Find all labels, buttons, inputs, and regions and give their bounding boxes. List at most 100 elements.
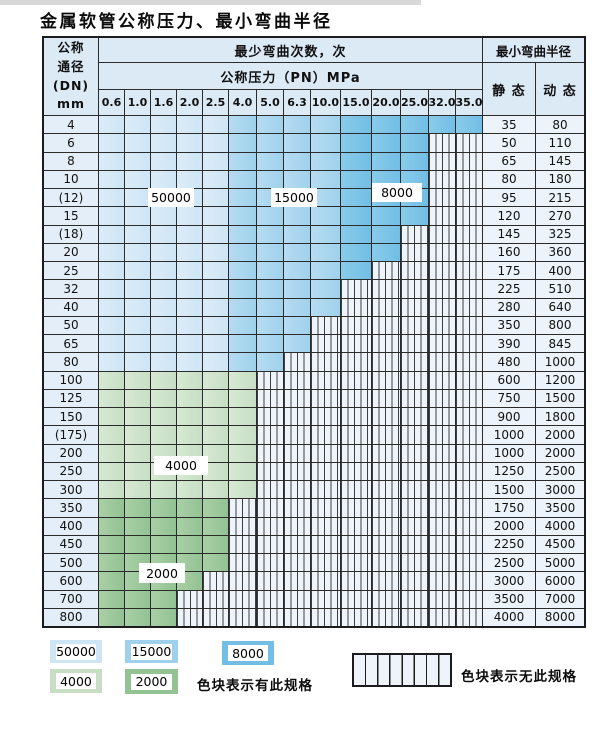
spec-available-cell [125,116,150,134]
spec-unavailable-cell [203,608,228,626]
dn-value: 50 [44,316,98,334]
spec-available-cell [229,371,256,389]
spec-available-cell [151,152,176,170]
spec-unavailable-cell [372,444,400,462]
legend-swatch-4000: 4000 [50,669,102,693]
spec-unavailable-cell [429,517,455,535]
spec-available-cell [401,134,428,152]
spec-available-cell [99,243,124,261]
spec-unavailable-cell [401,608,428,626]
spec-available-cell [99,572,124,590]
spec-available-cell [99,517,124,535]
spec-available-cell [177,499,202,517]
static-radius-value: 750 [483,389,535,407]
spec-unavailable-cell [372,535,400,553]
spec-unavailable-cell [401,517,428,535]
spec-unavailable-cell [284,554,310,572]
spec-unavailable-cell [311,517,340,535]
spec-unavailable-cell [429,207,455,225]
spec-available-cell [203,170,228,188]
spec-unavailable-cell [341,389,371,407]
spec-unavailable-cell [401,462,428,480]
spec-unavailable-cell [311,572,340,590]
dynamic-radius-value: 110 [536,134,584,152]
spec-available-cell [99,225,124,243]
dynamic-radius-value: 640 [536,298,584,316]
spec-available-cell [257,116,283,134]
spec-available-cell [125,535,150,553]
dn-value: 6 [44,134,98,152]
pressure-tick-25.0: 25.0 [401,90,428,115]
spec-available-cell [203,207,228,225]
spec-unavailable-cell [401,426,428,444]
spec-unavailable-cell [429,353,455,371]
spec-available-cell [257,298,283,316]
static-radius-value: 95 [483,189,535,207]
spec-unavailable-cell [341,590,371,608]
spec-unavailable-cell [311,590,340,608]
spec-unavailable-cell [284,426,310,444]
dn-value: 500 [44,554,98,572]
spec-unavailable-cell [257,426,283,444]
spec-unavailable-cell [372,426,400,444]
spec-available-cell [203,243,228,261]
spec-available-cell [203,481,228,499]
spec-unavailable-cell [401,316,428,334]
dynamic-radius-value: 145 [536,152,584,170]
spec-available-cell [341,152,371,170]
spec-unavailable-cell [456,316,482,334]
spec-available-cell [125,207,150,225]
spec-unavailable-cell [456,335,482,353]
spec-unavailable-cell [341,499,371,517]
spec-unavailable-cell [456,481,482,499]
spec-available-cell [229,389,256,407]
spec-unavailable-cell [456,170,482,188]
static-radius-value: 3500 [483,590,535,608]
dynamic-radius-value: 1200 [536,371,584,389]
spec-available-cell [125,262,150,280]
spec-available-cell [203,499,228,517]
spec-available-cell [99,353,124,371]
legend-swatch-8000: 8000 [222,641,274,665]
spec-unavailable-cell [372,481,400,499]
spec-available-cell [203,335,228,353]
spec-unavailable-cell [372,608,400,626]
spec-available-cell [99,280,124,298]
spec-unavailable-cell [229,517,256,535]
spec-available-cell [99,207,124,225]
spec-unavailable-cell [456,243,482,261]
pressure-tick-1.6: 1.6 [151,90,176,115]
spec-available-cell [203,116,228,134]
spec-unavailable-cell [401,335,428,353]
spec-unavailable-cell [341,608,371,626]
dn-value: 80 [44,353,98,371]
spec-available-cell [203,517,228,535]
spec-unavailable-cell [456,517,482,535]
spec-available-cell [257,280,283,298]
spec-unavailable-cell [456,152,482,170]
spec-unavailable-cell [284,408,310,426]
spec-unavailable-cell [372,554,400,572]
spec-available-cell [311,280,340,298]
spec-unavailable-cell [456,408,482,426]
spec-available-cell [311,170,340,188]
spec-available-cell [125,298,150,316]
spec-unavailable-cell [456,134,482,152]
spec-unavailable-cell [456,280,482,298]
spec-available-cell [229,280,256,298]
spec-unavailable-cell [341,371,371,389]
spec-available-cell [203,389,228,407]
spec-available-cell [257,316,283,334]
spec-unavailable-cell [284,389,310,407]
spec-available-cell [257,207,283,225]
spec-available-cell [125,189,150,207]
static-radius-value: 160 [483,243,535,261]
dynamic-radius-value: 8000 [536,608,584,626]
bend-cycles-header: 最少弯曲次数，次 [99,38,482,62]
spec-available-cell [229,225,256,243]
static-radius-value: 1250 [483,462,535,480]
spec-unavailable-cell [229,572,256,590]
spec-unavailable-cell [229,608,256,626]
spec-unavailable-cell [177,590,202,608]
spec-available-cell [372,152,400,170]
